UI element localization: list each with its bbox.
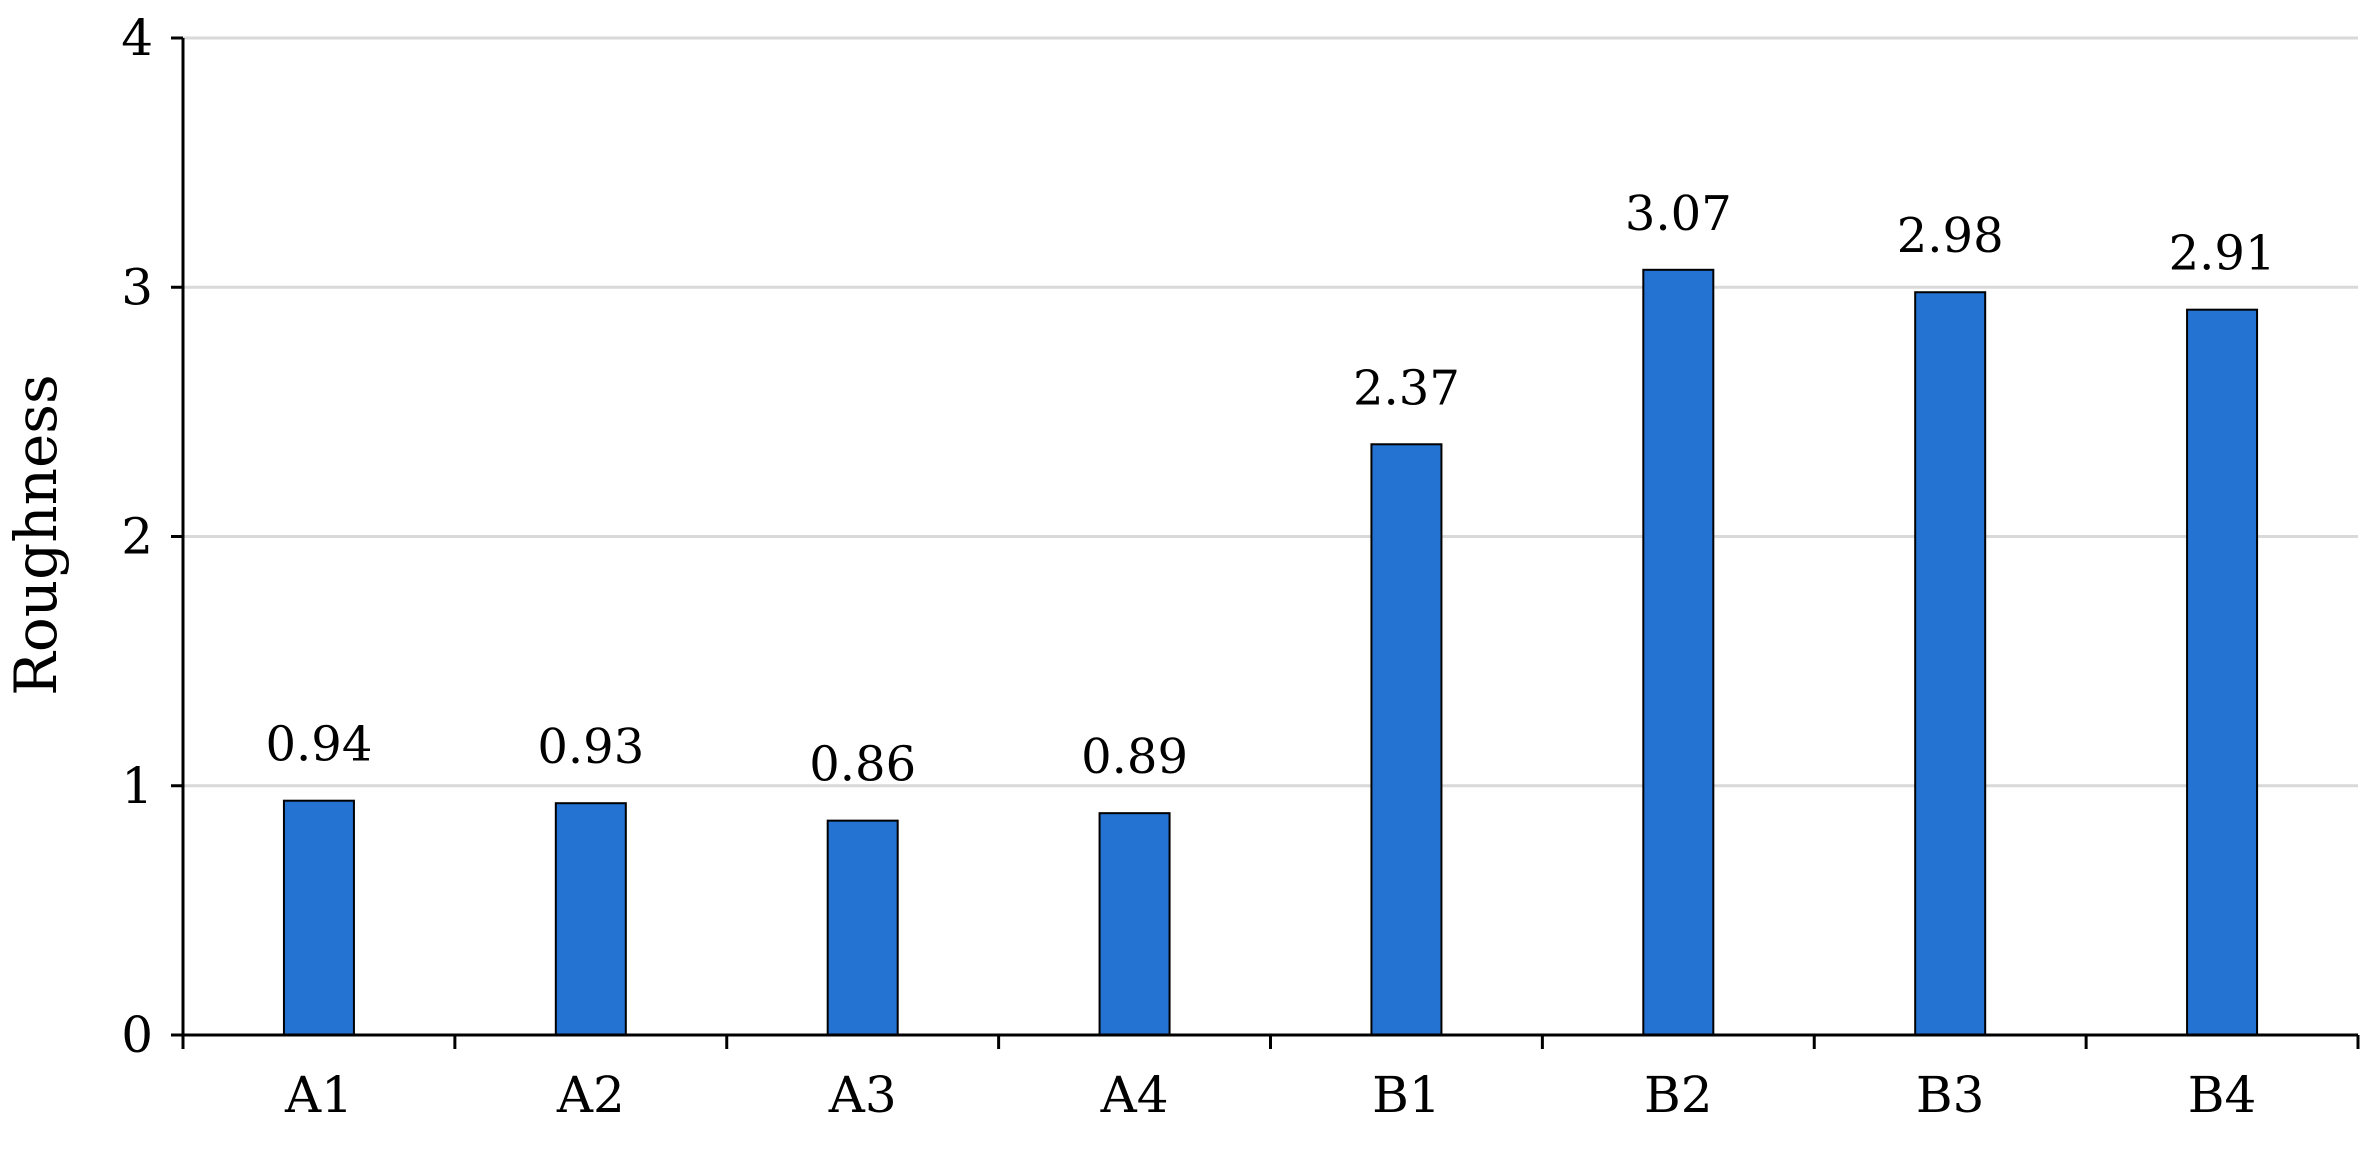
x-tick-label: A4 [1100,1066,1169,1124]
data-label: 2.91 [2169,226,2276,282]
data-label: 2.37 [1353,360,1460,416]
axis-layer [171,36,2360,1049]
x-tick-label: A1 [284,1066,353,1124]
bar-b2 [1642,268,1715,1036]
bar-layer [282,268,2259,1037]
x-tick-label: B1 [1372,1066,1441,1124]
x-tick-label: A2 [556,1066,625,1124]
grid-layer [183,36,2358,788]
data-label: 0.93 [537,719,644,775]
label-layer: 0 1 2 3 4 0.94 A1 0.93 A2 0.86 A3 0.89 A4 2.37 B1 3.07 B… [121,9,2275,1124]
y-tick-label: 2 [121,508,153,566]
bar-a4 [1098,812,1171,1036]
x-tick-label: B4 [2188,1066,2257,1124]
y-tick-label: 4 [121,9,153,67]
y-axis-title: Roughness [2,374,70,696]
y-tick-label: 3 [121,258,153,316]
data-label: 0.86 [809,737,916,793]
bar-b4 [2186,308,2259,1036]
bar-b3 [1914,291,1987,1036]
bar-a1 [282,799,355,1037]
data-label: 0.89 [1081,729,1188,785]
y-tick-label: 0 [121,1006,153,1064]
bar-b1 [1370,443,1443,1036]
y-tick-label: 1 [121,757,153,815]
data-label: 0.94 [266,717,373,773]
bar-a3 [826,819,899,1037]
data-label: 3.07 [1625,186,1732,242]
bar-a2 [554,802,627,1037]
x-tick-label: B2 [1644,1066,1713,1124]
data-label: 2.98 [1897,208,2004,264]
x-tick-label: A3 [828,1066,897,1124]
x-tick-label: B3 [1916,1066,1985,1124]
